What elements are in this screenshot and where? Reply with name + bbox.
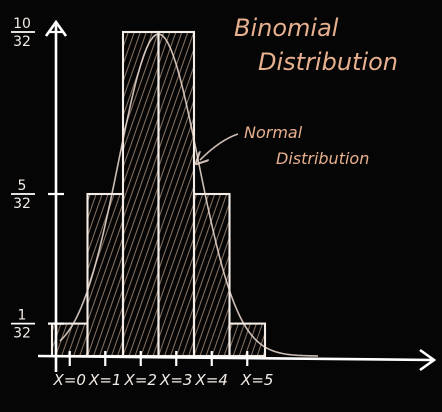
- title-line-1: Binomial: [234, 14, 339, 42]
- x-label-3: X=3: [159, 371, 192, 389]
- x-label-1: X=1: [88, 371, 121, 389]
- annotation-line-2: Distribution: [276, 149, 369, 168]
- normal-curve: [59, 33, 318, 357]
- y-tick-1: 532: [11, 178, 64, 212]
- annotation-line-1: Normal: [244, 123, 303, 142]
- x-axis-arrow-icon: [419, 348, 437, 372]
- x-label-2: X=2: [124, 371, 157, 389]
- y-tick-den-2: 32: [13, 326, 31, 342]
- y-tick-den-1: 32: [13, 196, 31, 212]
- y-tick-num-1: 5: [18, 178, 27, 194]
- y-tick-num-0: 10: [13, 16, 31, 32]
- bar-1: [86, 192, 125, 358]
- y-tick-num-2: 1: [18, 308, 27, 324]
- bars-layer: [50, 30, 267, 358]
- y-tick-den-0: 32: [13, 34, 31, 50]
- x-label-0: X=0: [53, 371, 86, 389]
- y-tick-2: 132: [11, 308, 64, 342]
- title-line-2: Distribution: [258, 48, 398, 76]
- x-ticks: X=0 X=1 X=2 X=3 X=4 X=5: [53, 351, 273, 389]
- x-label-5: X=5: [240, 371, 273, 389]
- x-label-4: X=4: [195, 371, 228, 389]
- annotation-arrow-icon: [200, 133, 239, 160]
- x-axis: [37, 354, 434, 362]
